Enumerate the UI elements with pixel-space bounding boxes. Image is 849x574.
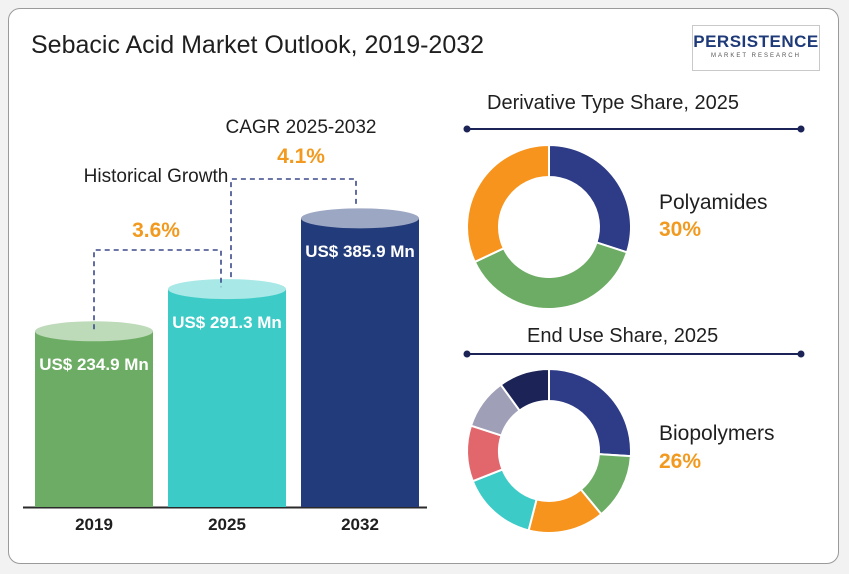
end-use-donut-slice-7 bbox=[499, 367, 550, 412]
cagr-value: 4.1% bbox=[277, 145, 325, 168]
end-use-divider-dot-left bbox=[463, 350, 471, 358]
bar-2032 bbox=[301, 218, 419, 507]
polyamides-label: Polyamides bbox=[659, 191, 768, 214]
company-logo: PERSISTENCE MARKET RESEARCH bbox=[692, 25, 820, 71]
historical-growth-value: 3.6% bbox=[132, 219, 180, 242]
bar-value-label-2032: US$ 385.9 Mn bbox=[305, 242, 415, 262]
end-use-donut-slice-4 bbox=[471, 468, 538, 532]
derivative-divider-dot-left bbox=[463, 125, 471, 133]
chart-canvas bbox=[23, 125, 805, 534]
cagr-label: CAGR 2025-2032 bbox=[225, 117, 377, 138]
end-use-divider-dot-right bbox=[797, 350, 805, 358]
bar-2019 bbox=[35, 331, 153, 507]
bar-value-label-2025: US$ 291.3 Mn bbox=[172, 313, 282, 333]
bar-value-label-2019: US$ 234.9 Mn bbox=[39, 355, 149, 375]
end-use-title: End Use Share, 2025 bbox=[527, 325, 719, 347]
bar-top-2032 bbox=[301, 208, 419, 229]
derivative-type-title: Derivative Type Share, 2025 bbox=[487, 92, 740, 114]
end-use-donut-slice-1 bbox=[548, 367, 632, 458]
derivative-donut-slice-3 bbox=[466, 143, 550, 264]
derivative-donut-slice-2 bbox=[473, 241, 629, 310]
logo-subtitle: MARKET RESEARCH bbox=[711, 53, 801, 59]
x-tick-label-2032: 2032 bbox=[341, 515, 379, 534]
x-tick-label-2019: 2019 bbox=[75, 515, 113, 534]
cagr-connector bbox=[230, 178, 357, 278]
bar-top-2019 bbox=[35, 321, 153, 342]
historical-growth-connector bbox=[93, 249, 222, 330]
bar-2025 bbox=[168, 289, 286, 507]
infographic-card: Sebacic Acid Market Outlook, 2019-2032 P… bbox=[8, 8, 839, 564]
derivative-divider-dot-right bbox=[797, 125, 805, 133]
biopolymers-value: 26% bbox=[659, 450, 702, 473]
page-title: Sebacic Acid Market Outlook, 2019-2032 bbox=[31, 31, 485, 59]
historical-growth-label: Historical Growth bbox=[83, 166, 229, 187]
logo-brand: PERSISTENCE bbox=[693, 32, 819, 51]
biopolymers-label: Biopolymers bbox=[659, 422, 775, 445]
x-tick-label-2025: 2025 bbox=[208, 515, 246, 534]
polyamides-value: 30% bbox=[659, 218, 702, 241]
bar-top-2025 bbox=[168, 279, 286, 300]
derivative-donut-slice-1 bbox=[548, 143, 632, 254]
